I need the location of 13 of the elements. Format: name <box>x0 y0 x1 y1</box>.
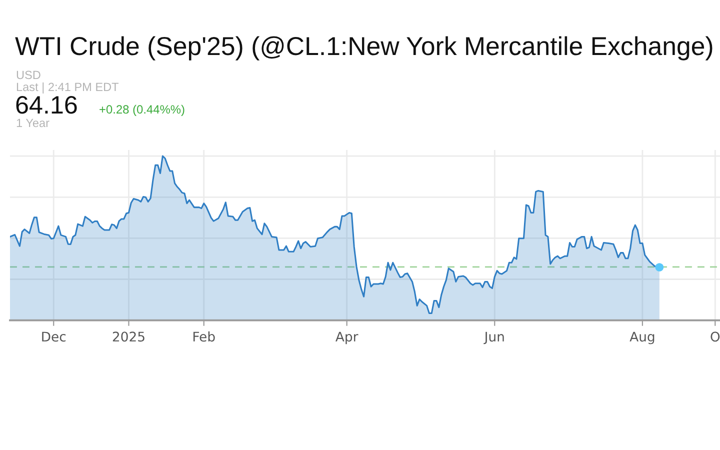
x-tick-label: Dec <box>42 332 66 342</box>
x-tick-label: O <box>710 332 720 342</box>
text: USD <box>16 70 40 80</box>
text: 1 Year <box>16 118 50 128</box>
text: Last | 2:41 PM EDT <box>16 82 119 94</box>
text: 64.16 <box>16 96 77 114</box>
chart-title: WTI Crude (Sep'25) (@CL.1:New York Mercantile Exchange) <box>15 36 712 60</box>
x-tick-label: Feb <box>193 331 215 342</box>
x-tick-label: Aug <box>630 332 654 344</box>
x-tick-label: 2025 <box>112 332 144 342</box>
x-tick-label: Apr <box>336 332 358 344</box>
x-tick-label: Jun <box>484 332 504 344</box>
text: +0.28 (0.44%%) <box>100 104 184 116</box>
